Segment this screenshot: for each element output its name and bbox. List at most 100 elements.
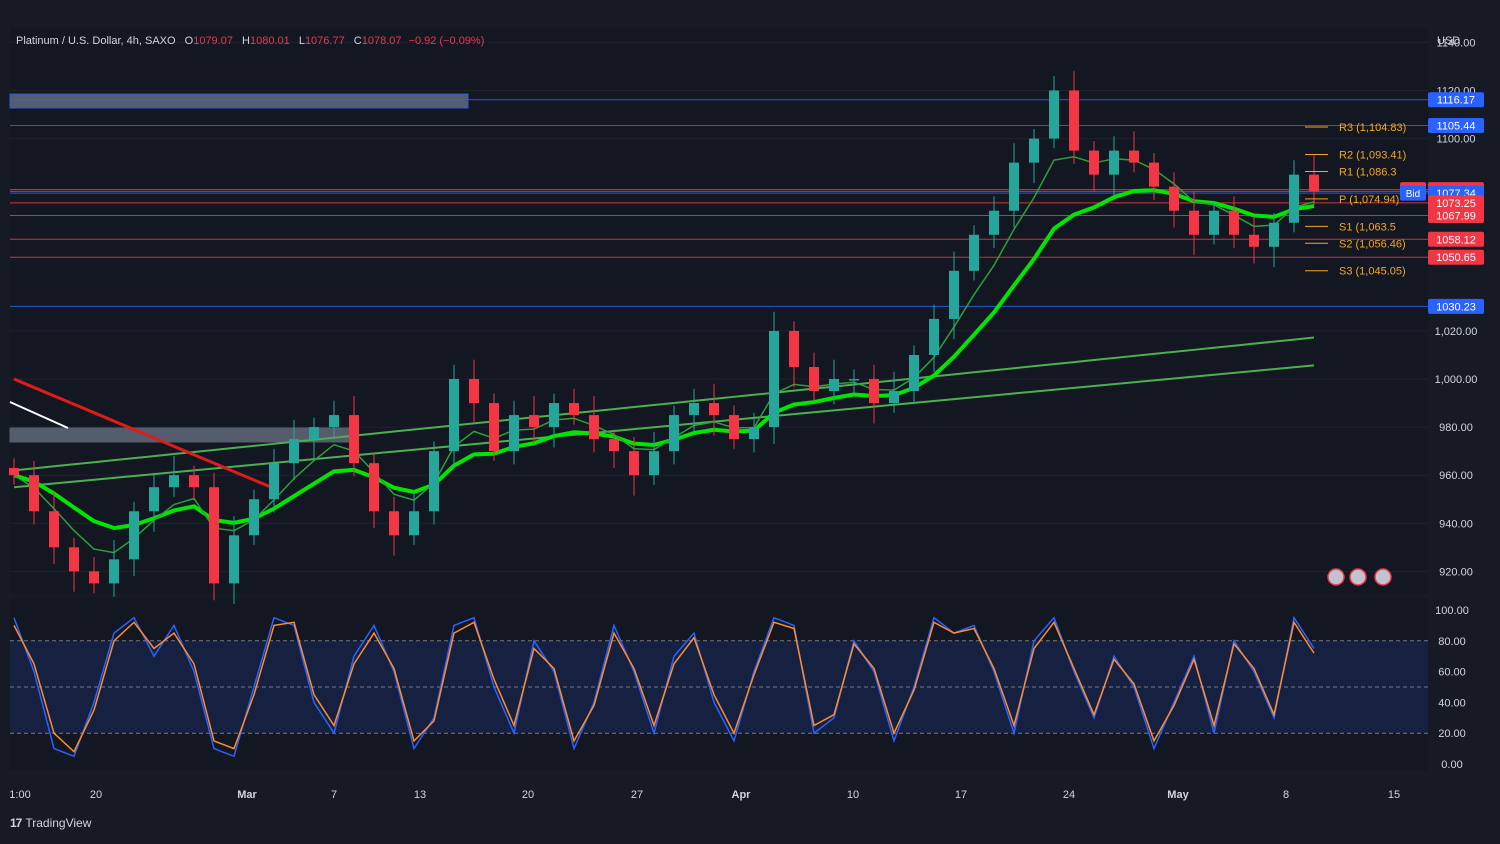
candle-body[interactable] — [1229, 210, 1239, 235]
symbol-title[interactable]: Platinum / U.S. Dollar, 4h, SAXO — [16, 35, 176, 47]
candle-body[interactable] — [329, 415, 339, 428]
ema-fast-line[interactable] — [13, 188, 1315, 531]
candle-body[interactable] — [589, 415, 599, 440]
candle-body[interactable] — [29, 475, 39, 512]
candle-body[interactable] — [489, 403, 499, 452]
candle-body[interactable] — [1129, 150, 1139, 163]
candle-body[interactable] — [1269, 222, 1279, 247]
candle-body[interactable] — [1109, 150, 1119, 175]
symbol-legend[interactable]: Platinum / U.S. Dollar, 4h, SAXO O1079.0… — [16, 35, 484, 47]
candle-body[interactable] — [909, 354, 919, 392]
candle-body[interactable] — [949, 270, 959, 319]
resistance-zone[interactable] — [9, 93, 469, 109]
us-flag-event-icon[interactable] — [1349, 568, 1367, 586]
price-level-label: 1030.23 — [1436, 301, 1476, 313]
ema-slow-line[interactable] — [13, 364, 1315, 489]
candle-body[interactable] — [1249, 234, 1259, 247]
candle-body[interactable] — [309, 427, 319, 440]
candle-body[interactable] — [429, 451, 439, 512]
candle-body[interactable] — [1069, 90, 1079, 151]
candle-body[interactable] — [749, 427, 759, 440]
candle-body[interactable] — [729, 415, 739, 440]
candle-body[interactable] — [109, 559, 119, 584]
candle-body[interactable] — [1189, 210, 1199, 235]
candle-body[interactable] — [1029, 138, 1039, 163]
currency-label[interactable]: USD — [1437, 35, 1461, 47]
candle-body[interactable] — [989, 210, 999, 235]
time-tick-label: 15 — [1388, 789, 1400, 801]
candle-body[interactable] — [1049, 90, 1059, 139]
candle-body[interactable] — [229, 535, 239, 584]
pivot-label: S2 (1,056.46) — [1339, 238, 1406, 250]
candle-body[interactable] — [969, 234, 979, 271]
candle-body[interactable] — [469, 379, 479, 404]
price-level-label: 1067.99 — [1436, 211, 1476, 223]
candle-body[interactable] — [829, 379, 839, 392]
candle-body[interactable] — [49, 511, 59, 548]
candle-body[interactable] — [1209, 210, 1219, 235]
candle-body[interactable] — [89, 571, 99, 584]
candle-body[interactable] — [349, 415, 359, 464]
candle-body[interactable] — [629, 451, 639, 476]
candle-body[interactable] — [509, 415, 519, 452]
candle-body[interactable] — [209, 487, 219, 584]
candle-body[interactable] — [1169, 186, 1179, 211]
candle-body[interactable] — [69, 547, 79, 572]
price-pane[interactable] — [10, 28, 1428, 593]
trendline[interactable] — [9, 401, 69, 429]
candle-body[interactable] — [1309, 174, 1319, 192]
candle-body[interactable] — [529, 415, 539, 428]
candle-body[interactable] — [1289, 174, 1299, 223]
candle-body[interactable] — [189, 475, 199, 488]
candle-body[interactable] — [569, 403, 579, 416]
price-tick-label: 940.00 — [1439, 518, 1473, 530]
candle-body[interactable] — [9, 467, 19, 476]
price-level-badge[interactable] — [1428, 195, 1484, 211]
candle-body[interactable] — [289, 439, 299, 464]
candle-body[interactable] — [609, 439, 619, 452]
candle-body[interactable] — [669, 415, 679, 452]
price-tick-label: 920.00 — [1439, 566, 1473, 578]
candle-body[interactable] — [929, 318, 939, 355]
price-level-badge[interactable] — [1428, 208, 1484, 224]
candle-body[interactable] — [149, 487, 159, 512]
candle-body[interactable] — [809, 367, 819, 392]
candle-body[interactable] — [709, 403, 719, 416]
candle-body[interactable] — [849, 379, 859, 381]
candle-body[interactable] — [549, 403, 559, 428]
candle-body[interactable] — [449, 379, 459, 452]
price-level-badge[interactable] — [1428, 231, 1484, 247]
candle-body[interactable] — [649, 451, 659, 476]
price-level-badge[interactable] — [1428, 118, 1484, 134]
price-level-badge[interactable] — [1428, 298, 1484, 314]
open-value: 1079.07 — [193, 35, 233, 47]
candle-body[interactable] — [169, 475, 179, 488]
tradingview-brand[interactable]: 17 TradingView — [10, 816, 91, 830]
candle-body[interactable] — [689, 403, 699, 416]
candle-body[interactable] — [869, 379, 879, 404]
stochastic-d-line[interactable] — [13, 620, 1315, 753]
us-flag-event-icon[interactable] — [1327, 568, 1345, 586]
candle-body[interactable] — [889, 391, 899, 404]
bid-tag[interactable] — [1400, 185, 1426, 201]
time-tick-label: 20 — [522, 789, 534, 801]
candle-body[interactable] — [1089, 150, 1099, 175]
price-level-badge[interactable] — [1428, 92, 1484, 108]
candle-body[interactable] — [249, 499, 259, 536]
candle-body[interactable] — [1009, 162, 1019, 211]
candle-body[interactable] — [369, 463, 379, 512]
candle-body[interactable] — [389, 511, 399, 536]
price-level-badge[interactable] — [1428, 249, 1484, 265]
ema-red-line[interactable] — [13, 377, 275, 490]
stochastic-pane[interactable] — [10, 598, 1428, 770]
ema-slow-line[interactable] — [13, 336, 1315, 472]
candle-body[interactable] — [1149, 162, 1159, 187]
candle-body[interactable] — [269, 463, 279, 500]
open-label: O — [184, 35, 194, 47]
candle-body[interactable] — [789, 330, 799, 367]
us-flag-event-icon[interactable] — [1374, 568, 1392, 586]
candle-body[interactable] — [409, 511, 419, 536]
candle-body[interactable] — [769, 330, 779, 428]
candle-body[interactable] — [129, 511, 139, 560]
